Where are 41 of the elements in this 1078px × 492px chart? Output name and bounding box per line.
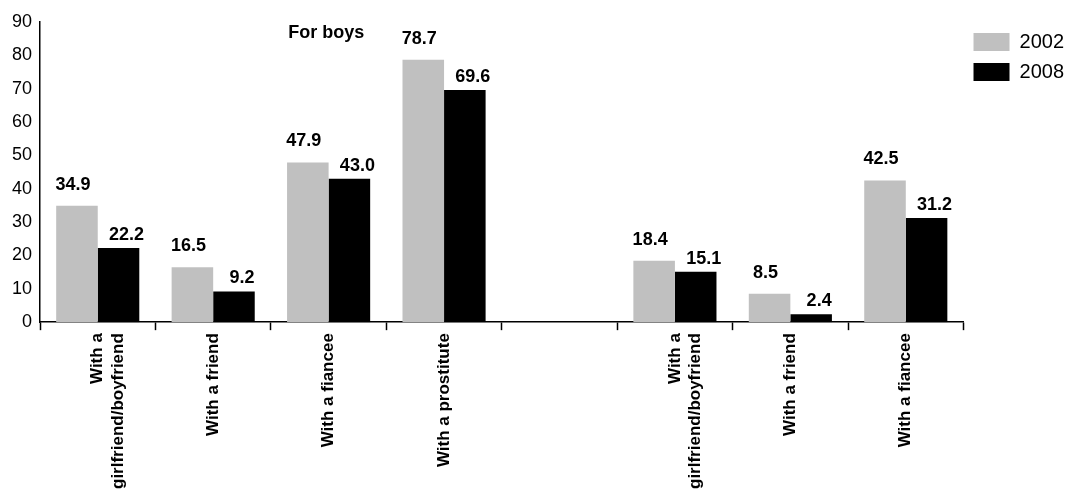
- data-label: 15.1: [686, 247, 722, 268]
- x-tick-label: With a fiancee: [318, 333, 338, 448]
- y-tick-label: 10: [11, 277, 33, 298]
- bar: [748, 293, 791, 323]
- y-tick-label: 70: [11, 77, 33, 98]
- y-tick-label: 90: [11, 10, 33, 31]
- data-label: 31.2: [917, 194, 953, 215]
- y-tick-label: 20: [11, 244, 33, 265]
- data-label: 34.9: [55, 173, 91, 194]
- data-label: 2.4: [806, 290, 832, 311]
- x-tick-label: With a girlfriend/boyfriend: [664, 332, 705, 489]
- y-tick-label: 50: [11, 144, 33, 165]
- legend-label: 2002: [1019, 29, 1065, 52]
- data-label: 78.7: [401, 27, 437, 48]
- x-tick-label: With a fiancee: [895, 333, 915, 448]
- data-label: 16.5: [170, 235, 206, 256]
- data-label: 69.6: [455, 66, 491, 87]
- bar: [171, 267, 214, 323]
- x-tick-label: With a friend: [202, 333, 222, 436]
- data-label: 9.2: [229, 267, 255, 288]
- bar: [864, 180, 906, 323]
- y-tick-label: 60: [11, 111, 33, 132]
- data-label: 8.5: [753, 261, 779, 282]
- y-tick-label: 0: [22, 311, 33, 332]
- bar: [402, 59, 445, 323]
- y-tick-label: 40: [11, 177, 33, 198]
- x-tick-label: With a friend: [780, 333, 800, 436]
- data-label: 43.0: [339, 154, 375, 175]
- y-tick-label: 30: [11, 211, 33, 232]
- bar: [56, 205, 98, 323]
- bar: [633, 260, 675, 323]
- bar: [287, 162, 329, 323]
- data-label: 22.2: [108, 224, 145, 245]
- legend-label: 2008: [1019, 59, 1065, 82]
- data-label: 42.5: [863, 148, 899, 169]
- data-label: 47.9: [286, 130, 322, 151]
- annotation: For boys: [288, 21, 365, 42]
- y-tick-label: 80: [11, 44, 33, 65]
- x-tick-label: With a girlfriend/boyfriend: [87, 332, 127, 489]
- data-label: 18.4: [632, 228, 668, 249]
- x-tick-label: With a prostitute: [433, 333, 453, 468]
